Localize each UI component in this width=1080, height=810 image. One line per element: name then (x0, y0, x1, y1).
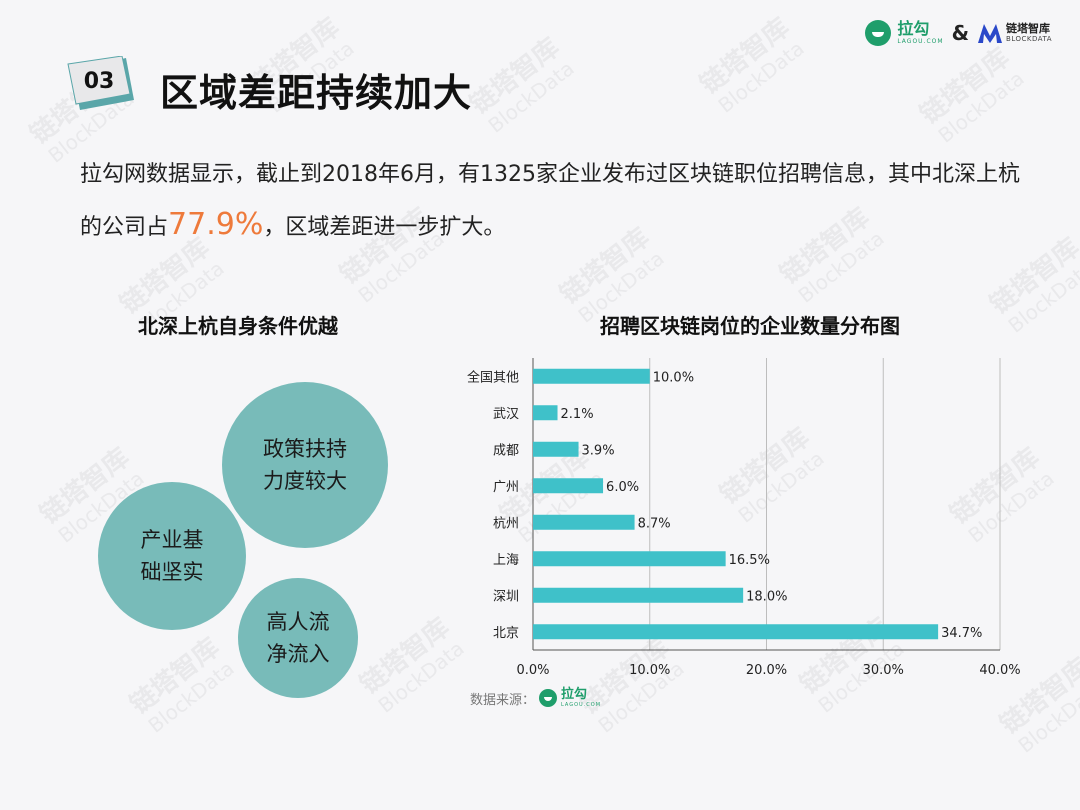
y-category-label: 北京 (493, 626, 519, 641)
bubble-policy-text: 政策扶持力度较大 (263, 437, 347, 493)
section-badge: 03 (66, 55, 136, 112)
blockdata-mark-icon (978, 24, 1003, 43)
source-logo-text: 拉勾 (561, 687, 588, 702)
intro-text-part2: ，区域差距进一步扩大。 (263, 215, 506, 240)
bar-value-label: 16.5% (729, 553, 770, 568)
lagou-logo-icon (865, 20, 892, 46)
left-section-title: 北深上杭自身条件优越 (138, 314, 338, 338)
watermark-cn: 链塔智库 (914, 42, 1016, 131)
bubble-policy: 政策扶持力度较大 (222, 382, 388, 548)
bar (533, 551, 726, 567)
watermark-cn: 链塔智库 (694, 12, 796, 101)
bar-value-label: 34.7% (941, 626, 982, 641)
watermark-en: BlockData (933, 65, 1029, 148)
bar-value-label: 6.0% (606, 480, 639, 495)
bubble-talent-text: 高人流净流入 (266, 610, 330, 666)
bar-value-label: 10.0% (653, 370, 694, 385)
bar-value-label: 8.7% (638, 516, 671, 531)
blockdata-logo-subtext: BLOCKDATA (1006, 35, 1052, 43)
lagou-logo-subtext: LAGOU.COM (897, 38, 944, 45)
bubble-industry: 产业基础坚实 (98, 482, 246, 630)
y-category-label: 武汉 (493, 407, 519, 422)
y-category-label: 成都 (493, 443, 519, 458)
bar (533, 624, 939, 640)
source-label: 数据来源： (470, 692, 536, 708)
page-title: 区域差距持续加大 (160, 71, 473, 115)
blockdata-logo: 链塔智库 BLOCKDATA (977, 22, 1052, 44)
x-tick-label: 30.0% (863, 663, 904, 678)
source-lagou-icon (539, 689, 558, 707)
lagou-logo-text: 拉勾 (897, 19, 930, 38)
lagou-logo: 拉勾 LAGOU.COM (897, 21, 943, 45)
bar (533, 368, 650, 384)
chart-title: 招聘区块链岗位的企业数量分布图 (600, 314, 900, 338)
watermark-en: BlockData (483, 55, 579, 138)
intro-text-part1: 拉勾网数据显示，截止到2018年6月，有1325家企业发布过区块链职位招聘信息，… (80, 162, 1020, 240)
bar (533, 514, 635, 530)
source-lagou-logo: 拉勾 LAGOU.COM (561, 688, 601, 708)
bar (533, 587, 744, 603)
y-category-label: 上海 (493, 553, 519, 568)
x-tick-label: 10.0% (629, 663, 670, 678)
y-category-label: 广州 (493, 480, 519, 495)
source-logo-subtext: LAGOU.COM (561, 702, 602, 708)
watermark-cn: 链塔智库 (464, 32, 566, 121)
bar (533, 478, 604, 494)
bar (533, 441, 579, 457)
y-category-label: 全国其他 (467, 369, 519, 385)
y-category-label: 杭州 (493, 516, 519, 531)
blockdata-logo-text: 链塔智库 (1006, 22, 1051, 35)
section-number: 03 (84, 69, 115, 94)
watermark-en: BlockData (1003, 255, 1080, 338)
bar-value-label: 2.1% (561, 407, 594, 422)
watermark-cn: 链塔智库 (124, 632, 226, 721)
watermark-en: BlockData (143, 655, 239, 738)
logo-ampersand: & (951, 21, 970, 45)
bubble-industry-text: 产业基础坚实 (140, 528, 204, 584)
bar-value-label: 3.9% (582, 443, 615, 458)
y-category-label: 深圳 (493, 589, 519, 604)
x-tick-label: 20.0% (746, 663, 787, 678)
x-tick-label: 40.0% (979, 663, 1020, 678)
watermark-en: BlockData (713, 35, 809, 118)
bar (533, 405, 558, 421)
data-source: 数据来源： 拉勾 LAGOU.COM (470, 688, 601, 708)
intro-paragraph: 拉勾网数据显示，截止到2018年6月，有1325家企业发布过区块链职位招聘信息，… (80, 150, 1030, 253)
header-logos: 拉勾 LAGOU.COM & 链塔智库 BLOCKDATA (865, 20, 1052, 46)
bar-chart: 0.0% 10.0% 20.0% 30.0% 40.0% 全国其他 10.0% 武汉 2.1% 成… (467, 358, 1021, 678)
bar-value-label: 18.0% (746, 589, 787, 604)
bubble-talent: 高人流净流入 (238, 578, 358, 698)
x-tick-label: 0.0% (516, 663, 549, 678)
intro-highlight-value: 77.9% (168, 207, 264, 242)
